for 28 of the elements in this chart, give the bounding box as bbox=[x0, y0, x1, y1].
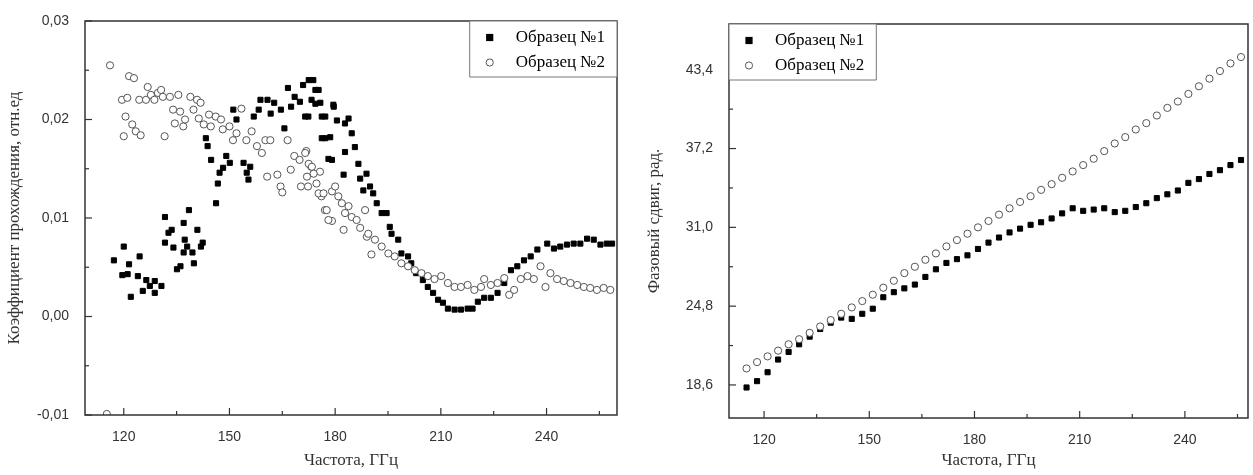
x-tick-label: 180 bbox=[323, 428, 348, 445]
legend-label: Образец №1 bbox=[775, 29, 865, 49]
y-tick-label: 0,00 bbox=[41, 307, 70, 324]
y-tick-label: 0,01 bbox=[41, 208, 70, 225]
x-axis-title: Частота, ГГц bbox=[303, 450, 399, 470]
y-tick-label: 43,4 bbox=[685, 60, 714, 77]
x-axis-title: Частота, ГГц bbox=[941, 450, 1036, 470]
x-tick-label: 210 bbox=[1068, 431, 1092, 448]
y-tick-label: -0,01 bbox=[37, 405, 70, 422]
x-tick-label: 210 bbox=[429, 428, 453, 445]
x-tick-label: 150 bbox=[857, 431, 882, 448]
y-tick-label: 0,03 bbox=[41, 11, 70, 28]
x-tick-label: 120 bbox=[752, 431, 776, 448]
legend-label: Образец №1 bbox=[515, 26, 606, 46]
x-tick-label: 150 bbox=[217, 428, 242, 445]
x-tick-label: 240 bbox=[1173, 431, 1197, 448]
y-axis-title: Коэффициент прохождения, отн.ед bbox=[3, 91, 23, 345]
x-tick-label: 180 bbox=[962, 431, 987, 448]
x-tick-label: 120 bbox=[112, 428, 136, 445]
y-tick-label: 0,02 bbox=[41, 110, 70, 127]
y-tick-label: 31,0 bbox=[685, 218, 714, 235]
y-tick-label: 18,6 bbox=[685, 375, 714, 392]
x-tick-label: 240 bbox=[534, 428, 559, 445]
y-tick-label: 24,8 bbox=[685, 297, 714, 314]
y-tick-label: 37,2 bbox=[685, 139, 714, 156]
legend-label: Образец №2 bbox=[775, 54, 865, 74]
legend-label: Образец №2 bbox=[515, 51, 606, 71]
y-axis-title: Фазовый сдвиг, рад. bbox=[643, 148, 663, 294]
